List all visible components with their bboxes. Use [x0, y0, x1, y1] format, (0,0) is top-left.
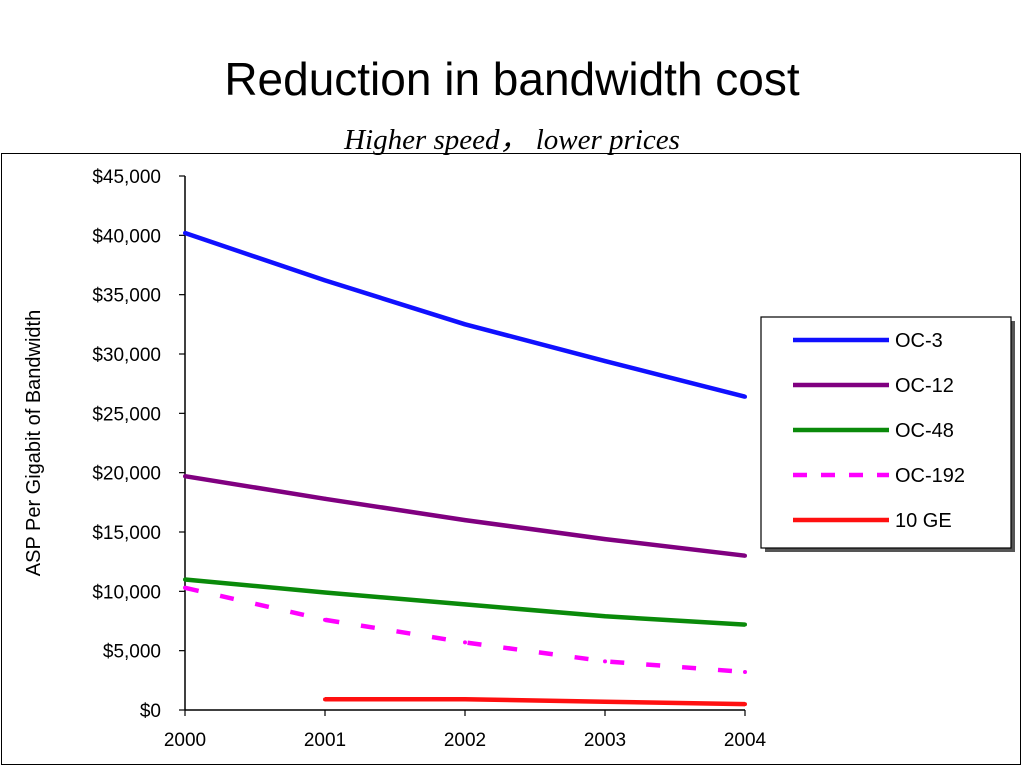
y-tick-label: $10,000	[92, 582, 161, 603]
legend-label: 10 GE	[895, 510, 952, 532]
data-point	[463, 640, 467, 645]
legend-label: OC-3	[895, 330, 943, 352]
x-tick-label: 2000	[164, 730, 206, 751]
legend-label: OC-48	[895, 420, 954, 442]
x-tick-label: 2001	[304, 730, 346, 751]
data-point	[603, 699, 607, 704]
data-point	[183, 230, 187, 235]
data-point	[603, 537, 607, 542]
chart-frame: $0 $5,000 $10,000 $15,000 $20,000 $25,000 $30,…	[1, 153, 1021, 765]
chart-series	[183, 230, 747, 707]
legend-label: OC-12	[895, 375, 954, 397]
series-line-oc-12	[184, 473, 746, 558]
data-point	[183, 474, 187, 479]
chart-axes: $0 $5,000 $10,000 $15,000 $20,000 $25,000 $30,…	[92, 167, 766, 751]
data-point	[603, 359, 607, 364]
series-line-oc-48	[184, 577, 746, 627]
data-point	[743, 394, 747, 399]
legend-box	[760, 316, 1012, 549]
y-axis-title: ASP Per Gigabit of Bandwidth	[23, 310, 45, 576]
y-tick-label: $30,000	[92, 345, 161, 366]
series-line-10-ge	[325, 697, 746, 707]
data-point	[603, 659, 607, 664]
y-tick-label: $40,000	[92, 226, 161, 247]
data-point	[463, 518, 467, 523]
slide-subtitle: Higher speed， lower prices	[344, 124, 680, 156]
chart-legend: OC-3 OC-12 OC-48 OC-192 10 GE	[760, 316, 1015, 552]
y-tick-label: $20,000	[92, 464, 161, 485]
data-point	[603, 614, 607, 619]
y-tick-label: $25,000	[92, 404, 161, 425]
data-point	[183, 577, 187, 582]
data-point	[323, 617, 327, 622]
data-point	[323, 278, 327, 283]
data-point	[743, 553, 747, 558]
data-point	[463, 602, 467, 607]
x-tick-label: 2003	[584, 730, 626, 751]
legend-label: OC-192	[895, 465, 965, 487]
series-line-oc-192	[184, 585, 746, 675]
line-chart: $0 $5,000 $10,000 $15,000 $20,000 $25,000 $30,…	[23, 167, 1015, 751]
data-point	[323, 496, 327, 501]
data-point	[463, 697, 467, 702]
data-point	[323, 697, 327, 702]
y-tick-label: $45,000	[92, 167, 161, 188]
x-tick-label: 2002	[444, 730, 486, 751]
y-tick-label: $35,000	[92, 286, 161, 307]
data-point	[463, 322, 467, 327]
data-point	[743, 702, 747, 707]
slide-title: Reduction in bandwidth cost	[224, 53, 800, 105]
x-tick-label: 2004	[724, 730, 767, 751]
series-line-oc-3	[184, 230, 746, 399]
y-tick-label: $0	[140, 701, 161, 722]
data-point	[743, 622, 747, 627]
data-point	[183, 585, 187, 590]
data-point	[323, 590, 327, 595]
y-tick-label: $5,000	[103, 642, 161, 663]
data-point	[743, 670, 747, 675]
y-tick-label: $15,000	[92, 523, 161, 544]
